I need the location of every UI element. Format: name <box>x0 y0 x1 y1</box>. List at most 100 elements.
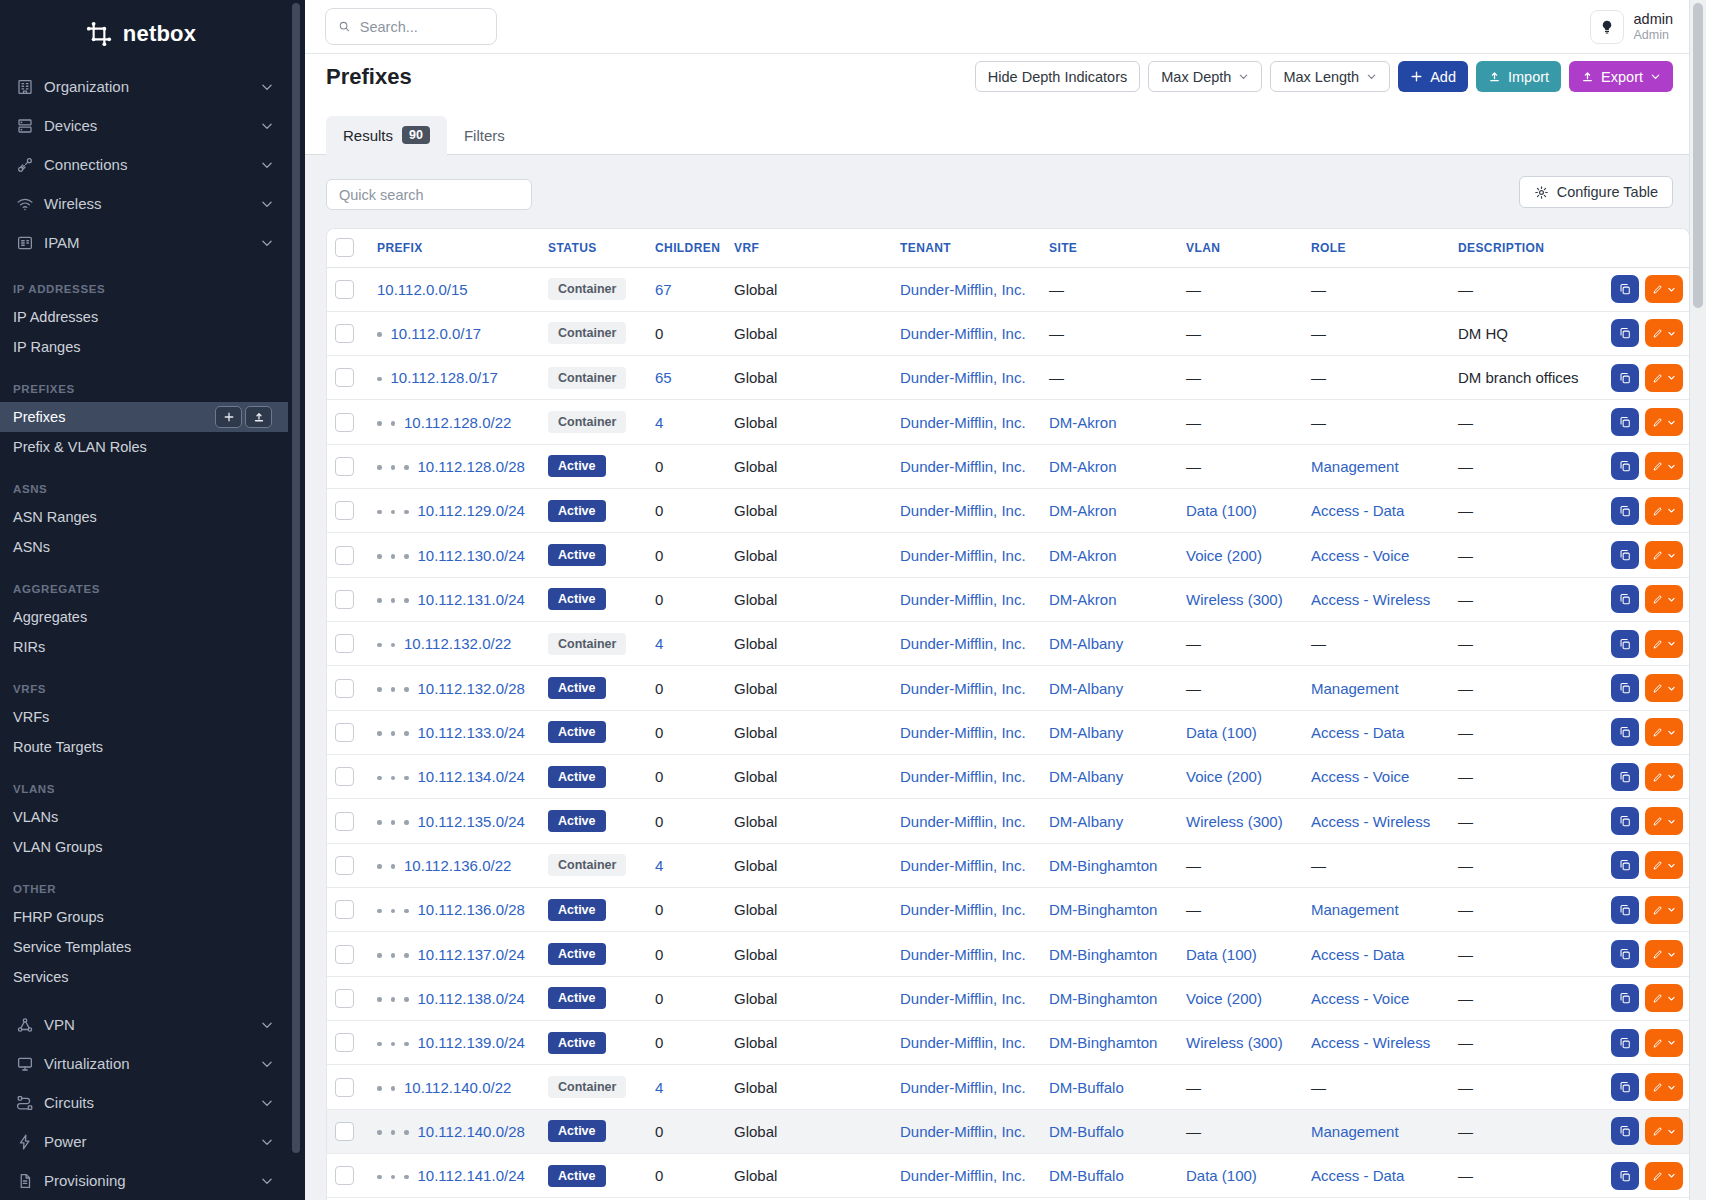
copy-button[interactable] <box>1611 497 1639 525</box>
sidebar-item-ip-ranges[interactable]: IP Ranges <box>0 332 288 362</box>
sidebar-add-button[interactable] <box>215 406 242 428</box>
prefix-link[interactable]: 10.112.140.0/22 <box>404 1079 511 1096</box>
site-link[interactable]: DM-Akron <box>1049 458 1117 475</box>
edit-button[interactable] <box>1645 408 1683 436</box>
row-checkbox[interactable] <box>335 1166 354 1185</box>
tenant-link[interactable]: Dunder-Mifflin, Inc. <box>900 325 1026 342</box>
site-link[interactable]: DM-Albany <box>1049 635 1123 652</box>
copy-button[interactable] <box>1611 319 1639 347</box>
edit-button[interactable] <box>1645 763 1683 791</box>
sidebar-item-devices[interactable]: Devices <box>0 106 288 145</box>
site-link[interactable]: DM-Buffalo <box>1049 1167 1124 1184</box>
role-link[interactable]: Management <box>1311 1123 1399 1140</box>
sidebar-item-organization[interactable]: Organization <box>0 67 288 106</box>
vlan-link[interactable]: Data (100) <box>1186 946 1257 963</box>
children-count-link[interactable]: 65 <box>655 369 672 386</box>
prefix-link[interactable]: 10.112.128.0/22 <box>404 414 511 431</box>
role-link[interactable]: Access - Data <box>1311 724 1404 741</box>
copy-button[interactable] <box>1611 364 1639 392</box>
column-header-status[interactable]: STATUS <box>548 229 655 267</box>
copy-button[interactable] <box>1611 1029 1639 1057</box>
edit-button[interactable] <box>1645 718 1683 746</box>
prefix-link[interactable]: 10.112.139.0/24 <box>418 1034 525 1051</box>
copy-button[interactable] <box>1611 585 1639 613</box>
copy-button[interactable] <box>1611 718 1639 746</box>
edit-button[interactable] <box>1645 630 1683 658</box>
vlan-link[interactable]: Wireless (300) <box>1186 1034 1283 1051</box>
row-checkbox[interactable] <box>335 723 354 742</box>
prefix-link[interactable]: 10.112.132.0/22 <box>404 635 511 652</box>
page-scrollbar-thumb[interactable] <box>1693 3 1703 308</box>
role-link[interactable]: Access - Voice <box>1311 990 1409 1007</box>
row-checkbox[interactable] <box>335 324 354 343</box>
prefix-link[interactable]: 10.112.137.0/24 <box>418 946 525 963</box>
copy-button[interactable] <box>1611 541 1639 569</box>
site-link[interactable]: DM-Binghamton <box>1049 1034 1157 1051</box>
sidebar-item-vlan-groups[interactable]: VLAN Groups <box>0 832 288 862</box>
prefix-link[interactable]: 10.112.131.0/24 <box>418 591 525 608</box>
row-checkbox[interactable] <box>335 1033 354 1052</box>
sidebar-item-route-targets[interactable]: Route Targets <box>0 732 288 762</box>
tenant-link[interactable]: Dunder-Mifflin, Inc. <box>900 1167 1026 1184</box>
prefix-link[interactable]: 10.112.0.0/17 <box>391 325 482 342</box>
tenant-link[interactable]: Dunder-Mifflin, Inc. <box>900 1079 1026 1096</box>
vlan-link[interactable]: Data (100) <box>1186 724 1257 741</box>
column-header-role[interactable]: ROLE <box>1311 229 1458 267</box>
row-checkbox[interactable] <box>335 767 354 786</box>
max-length-dropdown[interactable]: Max Length <box>1270 61 1390 92</box>
tenant-link[interactable]: Dunder-Mifflin, Inc. <box>900 857 1026 874</box>
prefix-link[interactable]: 10.112.136.0/22 <box>404 857 511 874</box>
tenant-link[interactable]: Dunder-Mifflin, Inc. <box>900 547 1026 564</box>
sidebar-item-asns[interactable]: ASNs <box>0 532 288 562</box>
prefix-link[interactable]: 10.112.128.0/28 <box>418 458 525 475</box>
copy-button[interactable] <box>1611 674 1639 702</box>
role-link[interactable]: Access - Wireless <box>1311 1034 1430 1051</box>
column-header-site[interactable]: SITE <box>1049 229 1186 267</box>
edit-button[interactable] <box>1645 452 1683 480</box>
edit-button[interactable] <box>1645 984 1683 1012</box>
row-checkbox[interactable] <box>335 413 354 432</box>
sidebar-item-wireless[interactable]: Wireless <box>0 184 288 223</box>
tenant-link[interactable]: Dunder-Mifflin, Inc. <box>900 635 1026 652</box>
sidebar-item-vlans[interactable]: VLANs <box>0 802 288 832</box>
copy-button[interactable] <box>1611 763 1639 791</box>
hide-depth-indicators-button[interactable]: Hide Depth Indicators <box>975 61 1140 92</box>
edit-button[interactable] <box>1645 807 1683 835</box>
copy-button[interactable] <box>1611 807 1639 835</box>
tenant-link[interactable]: Dunder-Mifflin, Inc. <box>900 813 1026 830</box>
children-count-link[interactable]: 67 <box>655 281 672 298</box>
site-link[interactable]: DM-Akron <box>1049 547 1117 564</box>
export-dropdown[interactable]: Export <box>1569 61 1673 92</box>
tenant-link[interactable]: Dunder-Mifflin, Inc. <box>900 901 1026 918</box>
row-checkbox[interactable] <box>335 945 354 964</box>
tenant-link[interactable]: Dunder-Mifflin, Inc. <box>900 680 1026 697</box>
copy-button[interactable] <box>1611 896 1639 924</box>
select-all-checkbox[interactable] <box>335 238 354 257</box>
row-checkbox[interactable] <box>335 989 354 1008</box>
sidebar-item-vrfs[interactable]: VRFs <box>0 702 288 732</box>
sidebar-item-prefix-vlan-roles[interactable]: Prefix & VLAN Roles <box>0 432 288 462</box>
role-link[interactable]: Access - Wireless <box>1311 591 1430 608</box>
sidebar-item-ip-addresses[interactable]: IP Addresses <box>0 302 288 332</box>
vlan-link[interactable]: Voice (200) <box>1186 768 1262 785</box>
site-link[interactable]: DM-Binghamton <box>1049 857 1157 874</box>
copy-button[interactable] <box>1611 940 1639 968</box>
row-checkbox[interactable] <box>335 590 354 609</box>
sidebar-item-service-templates[interactable]: Service Templates <box>0 932 288 962</box>
copy-button[interactable] <box>1611 275 1639 303</box>
copy-button[interactable] <box>1611 1117 1639 1145</box>
prefix-link[interactable]: 10.112.141.0/24 <box>418 1167 525 1184</box>
role-link[interactable]: Access - Voice <box>1311 768 1409 785</box>
edit-button[interactable] <box>1645 1073 1683 1101</box>
sidebar-item-rirs[interactable]: RIRs <box>0 632 288 662</box>
sidebar-item-aggregates[interactable]: Aggregates <box>0 602 288 632</box>
row-checkbox[interactable] <box>335 1078 354 1097</box>
tenant-link[interactable]: Dunder-Mifflin, Inc. <box>900 591 1026 608</box>
site-link[interactable]: DM-Albany <box>1049 680 1123 697</box>
children-count-link[interactable]: 4 <box>655 635 663 652</box>
column-header-vrf[interactable]: VRF <box>734 229 900 267</box>
role-link[interactable]: Management <box>1311 680 1399 697</box>
site-link[interactable]: DM-Akron <box>1049 502 1117 519</box>
site-link[interactable]: DM-Buffalo <box>1049 1123 1124 1140</box>
copy-button[interactable] <box>1611 408 1639 436</box>
